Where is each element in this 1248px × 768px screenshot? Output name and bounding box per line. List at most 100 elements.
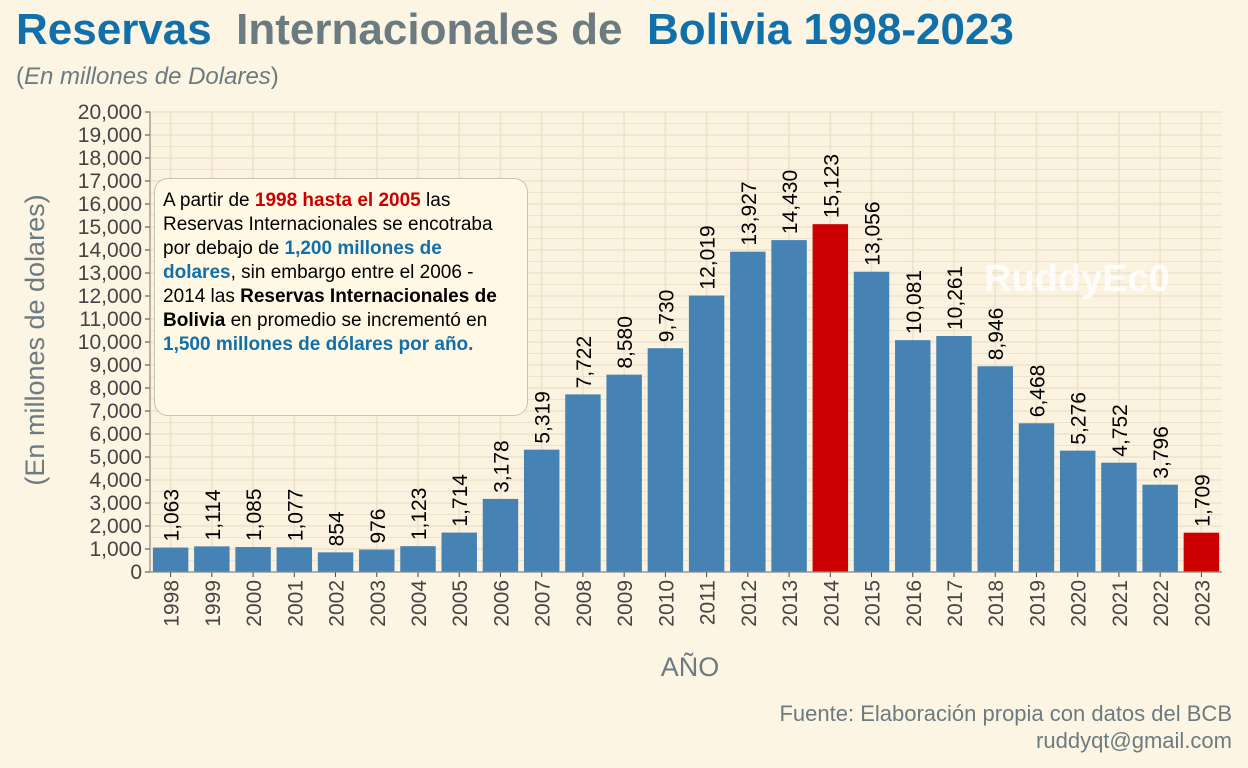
y-tick-label: 15,000 xyxy=(78,216,142,239)
title-part-reservas: Reservas xyxy=(16,5,237,54)
y-tick-label: 12,000 xyxy=(78,285,142,308)
x-tick-label-1998: 1998 xyxy=(161,580,184,627)
x-tick-label-2021: 2021 xyxy=(1109,580,1132,627)
x-tick-label-2002: 2002 xyxy=(326,580,349,627)
x-tick-label-2008: 2008 xyxy=(573,580,596,627)
y-tick-label: 4,000 xyxy=(89,469,142,492)
value-label-2012: 13,927 xyxy=(738,181,761,245)
x-tick-label-2005: 2005 xyxy=(449,580,472,627)
y-tick-label: 1,000 xyxy=(89,538,142,561)
bar-2020 xyxy=(1059,450,1096,572)
bar-2002 xyxy=(317,552,354,572)
value-label-2018: 8,946 xyxy=(985,308,1008,361)
x-tick-label-2023: 2023 xyxy=(1191,580,1214,627)
bar-2015 xyxy=(853,271,890,572)
y-tick-label: 0 xyxy=(130,561,142,584)
value-label-2006: 3,178 xyxy=(490,440,513,493)
annotation-text: las Reservas Internacionales se encotrab… xyxy=(163,190,493,259)
bar-2014 xyxy=(812,224,849,572)
value-label-2003: 976 xyxy=(367,509,390,544)
y-tick-label: 18,000 xyxy=(78,147,142,170)
x-tick-label-2004: 2004 xyxy=(408,580,431,627)
bar-2012 xyxy=(730,251,766,572)
x-tick-label-2014: 2014 xyxy=(820,580,843,627)
bar-2022 xyxy=(1142,484,1178,572)
value-label-2022: 3,796 xyxy=(1150,426,1173,479)
x-tick-label-2018: 2018 xyxy=(985,580,1008,627)
annotation-text: en promedio se incrementó en xyxy=(225,310,488,331)
x-tick-label-2020: 2020 xyxy=(1068,580,1091,627)
x-axis-title: AÑO xyxy=(661,651,720,682)
y-tick-label: 20,000 xyxy=(78,101,142,124)
value-label-2004: 1,123 xyxy=(408,488,431,541)
bar-2016 xyxy=(895,340,931,572)
value-label-2021: 4,752 xyxy=(1109,404,1132,457)
x-tick-label-2003: 2003 xyxy=(367,580,390,627)
y-tick-label: 14,000 xyxy=(78,239,142,262)
bar-2013 xyxy=(771,240,807,573)
bar-2005 xyxy=(441,532,477,572)
value-label-2000: 1,085 xyxy=(243,488,266,541)
y-tick-label: 2,000 xyxy=(89,515,142,538)
bar-2010 xyxy=(647,348,684,572)
value-label-2005: 1,714 xyxy=(449,474,472,527)
title-part-bolivia: Bolivia 1998-2023 xyxy=(646,5,1014,54)
value-label-1999: 1,114 xyxy=(202,489,225,540)
annotation-highlight-years: 1998 hasta el 2005 xyxy=(254,190,421,211)
y-tick-label: 6,000 xyxy=(89,423,142,446)
y-tick-label: 10,000 xyxy=(78,331,142,354)
title-part-internacionales: Internacionales de xyxy=(236,5,647,54)
bar-2019 xyxy=(1018,423,1055,572)
bar-chart: 1998 1999 2000 2001 2002 2003 2004 2005 2006 2007… xyxy=(20,101,1222,682)
chart-title: Reservas Internacionales de Bolivia 1998… xyxy=(16,5,1014,54)
bar-2000 xyxy=(235,547,271,572)
bar-2021 xyxy=(1101,462,1137,572)
y-axis-title: (En millones de dolares) xyxy=(20,194,50,485)
chart-subtitle: (En millones de Dolares) xyxy=(16,63,279,90)
value-label-2001: 1,077 xyxy=(284,489,307,542)
subtitle-text: En millones de Dolares xyxy=(24,63,271,90)
value-label-2009: 8,580 xyxy=(614,316,637,369)
y-tick-label: 16,000 xyxy=(78,193,142,216)
axes: 1998 1999 2000 2001 2002 2003 2004 2005 2006 2007… xyxy=(78,101,1222,627)
subtitle-open: ( xyxy=(16,63,24,90)
value-label-2015: 13,056 xyxy=(862,201,885,265)
y-tick-label: 17,000 xyxy=(78,170,142,193)
bar-1998 xyxy=(152,547,189,572)
bar-2001 xyxy=(276,547,313,572)
value-label-2002: 854 xyxy=(326,511,349,546)
x-tick-label-2000: 2000 xyxy=(243,580,266,627)
bar-2011 xyxy=(688,295,725,572)
x-tick-label-2016: 2016 xyxy=(903,580,926,627)
source-footer: Fuente: Elaboración propia con datos del… xyxy=(779,700,1232,754)
x-tick-label-2007: 2007 xyxy=(532,580,555,627)
watermark: RuddyEc0 xyxy=(984,258,1170,300)
value-label-2008: 7,722 xyxy=(573,336,596,389)
y-tick-label: 3,000 xyxy=(89,492,142,515)
annotation-text: , sin embargo entre el 2006 - 2014 las xyxy=(163,262,474,307)
y-tick-label: 8,000 xyxy=(89,377,142,400)
x-tick-label-1999: 1999 xyxy=(202,580,225,627)
author-email: ruddyqt@gmail.com xyxy=(1036,728,1232,753)
bar-2017 xyxy=(936,335,972,572)
value-label-2019: 6,468 xyxy=(1026,365,1049,418)
bar-2008 xyxy=(565,394,601,572)
x-tick-label-2010: 2010 xyxy=(655,580,678,627)
x-tick-label-2013: 2013 xyxy=(779,580,802,627)
bars xyxy=(152,224,1220,573)
annotation-highlight-growth: 1,500 millones de dólares por año. xyxy=(163,334,474,355)
x-tick-label-2019: 2019 xyxy=(1026,580,1049,627)
y-tick-label: 9,000 xyxy=(89,354,142,377)
bar-2009 xyxy=(606,374,642,572)
y-tick-label: 19,000 xyxy=(78,124,142,147)
bar-2004 xyxy=(400,546,436,572)
value-labels: 1,063 1,114 1,085 1,077 854 976 1,123 1,714 3,17… xyxy=(161,154,1215,546)
bar-1999 xyxy=(194,546,230,572)
value-label-2023: 1,709 xyxy=(1191,474,1214,527)
value-label-2020: 5,276 xyxy=(1068,392,1091,445)
annotation-highlight-reserves: Reservas Internacionales de Bolivia xyxy=(163,286,497,331)
bar-2023 xyxy=(1183,532,1220,572)
source-text: Fuente: Elaboración propia con datos del… xyxy=(779,701,1232,726)
value-label-2014: 15,123 xyxy=(820,154,843,218)
x-tick-label-2012: 2012 xyxy=(738,580,761,627)
